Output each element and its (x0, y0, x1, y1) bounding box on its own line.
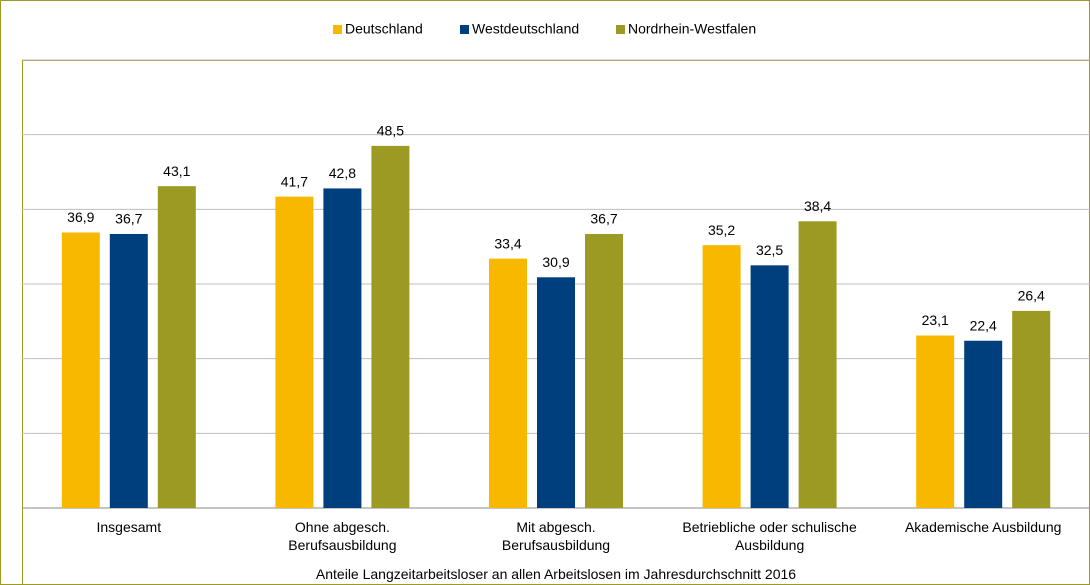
value-label: 36,9 (67, 209, 94, 225)
bar (323, 188, 362, 508)
bar (489, 258, 527, 508)
bar (702, 245, 741, 508)
x-tick-label: Ohne abgesch. Berufsausbildung (288, 519, 397, 553)
value-label: 36,7 (115, 211, 142, 227)
value-label: 41,7 (281, 173, 308, 189)
bar (537, 277, 575, 508)
value-label: 26,4 (1018, 288, 1045, 304)
bar (275, 196, 314, 508)
legend-label: Westdeutschland (472, 21, 579, 37)
value-label: 33,4 (494, 235, 521, 251)
legend-swatch (616, 25, 625, 34)
bar (964, 340, 1003, 508)
value-label: 42,8 (329, 165, 356, 181)
x-axis-title: Anteile Langzeitarbeitsloser an allen Ar… (315, 566, 797, 582)
bar (585, 233, 623, 508)
bar (371, 145, 410, 508)
x-tick-label: Insgesamt (96, 519, 162, 535)
value-label: 38,4 (804, 198, 831, 214)
value-label: 22,4 (970, 317, 997, 333)
bar (1012, 310, 1051, 508)
legend-swatch (333, 25, 342, 34)
bar (109, 233, 148, 508)
value-label: 35,2 (708, 222, 735, 238)
value-label: 23,1 (922, 312, 949, 328)
bar (750, 265, 789, 508)
x-tick-label: Akademische Ausbildung (904, 519, 1062, 535)
x-tick-label: Betriebliche oder schulische Ausbildung (682, 519, 857, 553)
value-label: 36,7 (590, 211, 617, 227)
legend-label: Nordrhein-Westfalen (628, 21, 756, 37)
value-label: 43,1 (163, 163, 190, 179)
bar (157, 186, 196, 509)
bar (916, 335, 955, 508)
legend-swatch (460, 25, 469, 34)
bar (61, 232, 100, 509)
value-label: 32,5 (756, 242, 783, 258)
value-label: 48,5 (377, 123, 404, 139)
x-tick-label: Mit abgesch. Berufsausbildung (501, 519, 611, 553)
legend-label: Deutschland (345, 21, 423, 37)
value-label: 30,9 (542, 254, 569, 270)
bar (798, 221, 837, 508)
